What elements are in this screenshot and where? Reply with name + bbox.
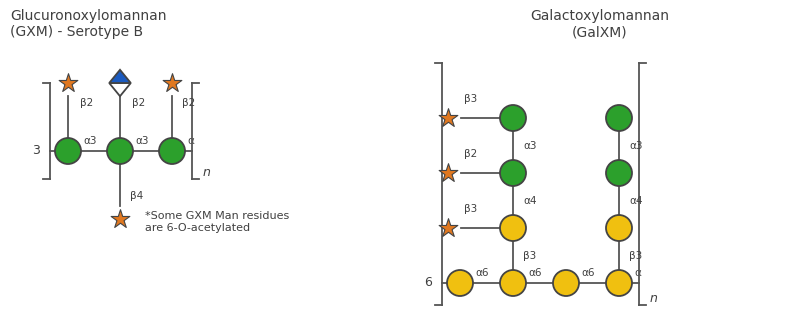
Text: n: n [650,293,658,306]
Circle shape [500,215,526,241]
Text: β3: β3 [629,251,642,261]
Text: α6: α6 [528,268,542,278]
Circle shape [159,138,185,164]
Text: Glucuronoxylomannan
(GXM) - Serotype B: Glucuronoxylomannan (GXM) - Serotype B [10,9,166,39]
Text: α3: α3 [523,141,537,151]
Text: β2: β2 [132,98,146,108]
Circle shape [500,105,526,131]
Circle shape [107,138,133,164]
Circle shape [606,270,632,296]
Text: α6: α6 [475,268,489,278]
Text: α: α [187,136,194,146]
Point [114,217,126,222]
Text: β2: β2 [182,98,195,108]
Circle shape [447,270,473,296]
Text: *Some GXM Man residues
are 6-O-acetylated: *Some GXM Man residues are 6-O-acetylate… [145,211,290,233]
Text: β4: β4 [130,191,143,201]
Text: 6: 6 [424,277,432,290]
Text: Galactoxylomannan
(GalXM): Galactoxylomannan (GalXM) [530,9,670,39]
Circle shape [606,105,632,131]
Circle shape [606,160,632,186]
Text: α4: α4 [629,196,642,206]
Text: β2: β2 [464,149,478,159]
Text: 3: 3 [32,145,40,158]
Text: α6: α6 [581,268,594,278]
Point [442,226,454,231]
Circle shape [500,160,526,186]
Circle shape [553,270,579,296]
Circle shape [500,270,526,296]
Text: α4: α4 [523,196,537,206]
Point [442,170,454,175]
Point [166,80,178,85]
Polygon shape [109,70,131,83]
Circle shape [55,138,81,164]
Text: n: n [203,167,211,180]
Text: α3: α3 [135,136,149,146]
Text: β2: β2 [80,98,94,108]
Text: α3: α3 [629,141,642,151]
Point [442,115,454,121]
Text: α3: α3 [83,136,97,146]
Text: β3: β3 [464,94,478,104]
Text: β3: β3 [523,251,536,261]
Point [62,80,74,85]
Text: α: α [634,268,641,278]
Text: β3: β3 [464,204,478,214]
Circle shape [606,215,632,241]
Polygon shape [109,83,131,96]
